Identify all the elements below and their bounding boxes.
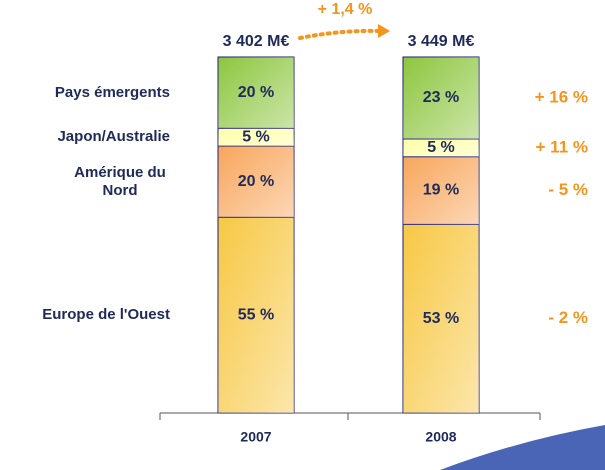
segment-shade	[218, 146, 294, 218]
segment-shade	[218, 128, 294, 146]
decor-swoosh	[440, 425, 605, 470]
value-label: 20 %	[238, 173, 274, 190]
value-label: 5 %	[427, 139, 455, 156]
value-label: 23 %	[423, 89, 459, 106]
segment-shade	[403, 138, 479, 157]
segment-shade	[218, 57, 294, 129]
segment-shade	[403, 156, 479, 225]
series-label: Amérique du Nord	[74, 163, 166, 199]
segment-shade	[403, 224, 479, 413]
growth-arrow	[298, 28, 382, 40]
change-label: + 11 %	[536, 137, 588, 156]
x-tick-label: 2008	[425, 429, 456, 445]
segment-shade	[403, 57, 479, 139]
change-label: - 2 %	[548, 308, 588, 327]
value-label: 19 %	[423, 182, 459, 199]
value-label: 5 %	[242, 128, 270, 145]
value-label: 53 %	[423, 310, 459, 327]
change-label: + 16 %	[535, 87, 588, 106]
x-tick-label: 2007	[240, 429, 271, 445]
value-label: 20 %	[238, 84, 274, 101]
series-label: Japon/Australie	[57, 128, 170, 146]
series-label: Pays émergents	[54, 83, 170, 101]
growth-arrowhead	[378, 24, 390, 38]
change-label: - 5 %	[548, 180, 588, 199]
total-label: 3 449 M€	[408, 33, 475, 50]
growth-label: + 1,4 %	[318, 1, 373, 18]
value-label: 55 %	[238, 306, 274, 323]
series-label: Europe de l'Ouest	[42, 306, 170, 324]
segment-shade	[218, 217, 294, 413]
total-label: 3 402 M€	[223, 33, 290, 50]
